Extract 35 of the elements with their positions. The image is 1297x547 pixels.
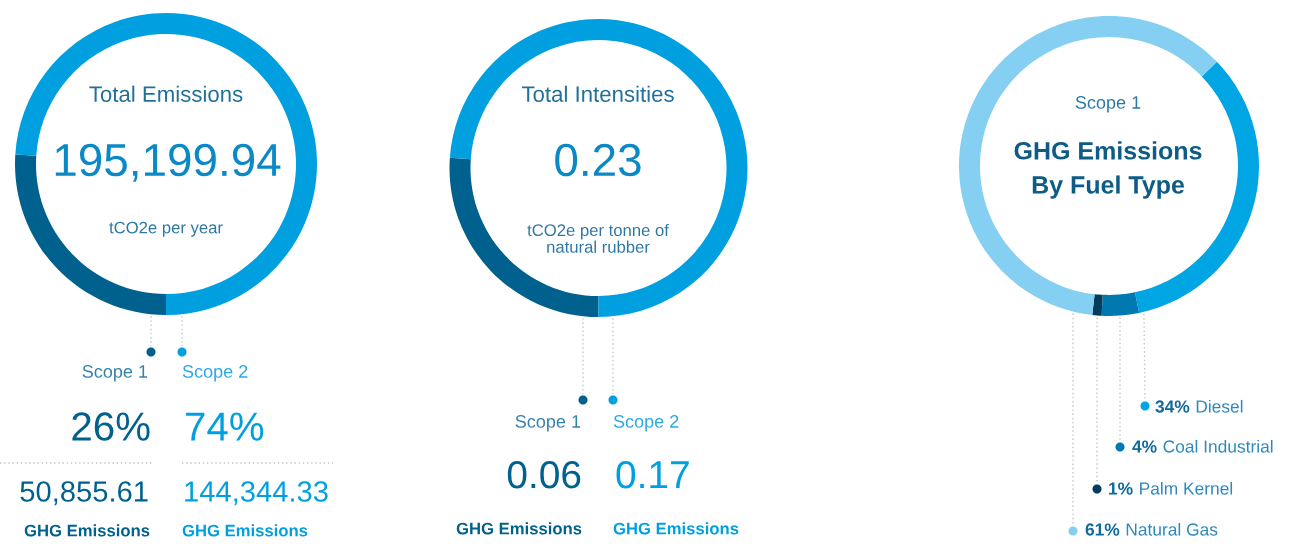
donut-slice <box>1092 294 1103 316</box>
text: 195,199.94 <box>55 143 281 182</box>
text: 144,344.33 <box>185 481 328 506</box>
donut-slice <box>1101 292 1140 316</box>
legend-label: Coal Industrial <box>1163 439 1273 453</box>
data-label: 74% <box>186 412 264 441</box>
text: GHG Emissions <box>613 522 739 535</box>
text: Total Emissions <box>89 85 243 102</box>
legend-label: Palm Kernel <box>1140 481 1233 495</box>
data-label: 34% <box>1155 400 1190 413</box>
data-label: 0.17 <box>616 460 689 489</box>
data-label: 0.06 <box>507 460 581 489</box>
slice-label: Diesel <box>1196 399 1243 413</box>
text: tCO2e per year <box>109 221 223 237</box>
text: 50,855.61 <box>20 481 148 506</box>
legend-label: Scope 1 <box>515 415 581 432</box>
donut-slice <box>959 16 1217 316</box>
text: GHG Emissions <box>456 522 582 535</box>
text: GHG Emissions <box>182 524 308 537</box>
data-label: 4% <box>1132 440 1157 453</box>
donut-slice <box>449 19 748 317</box>
text: tCO2e per tonne of natural rubber <box>527 223 669 253</box>
slice-label: Natural Gas <box>1126 522 1218 536</box>
data-label: 61% <box>1085 523 1120 536</box>
legend-label: Scope 2 <box>613 415 679 432</box>
data-label: 26% <box>72 412 150 441</box>
text: GHG Emissions By Fuel Type <box>1014 141 1202 199</box>
data-label: 1% <box>1109 482 1133 495</box>
text: GHG Emissions <box>24 524 150 537</box>
donut-slice <box>15 13 317 315</box>
text: 0.23 <box>555 143 641 177</box>
legend-label: Scope 2 <box>182 365 248 382</box>
legend-label: Scope 1 <box>82 365 148 382</box>
text: Total Intensities <box>521 85 674 102</box>
text: Scope 1 <box>1075 96 1141 113</box>
